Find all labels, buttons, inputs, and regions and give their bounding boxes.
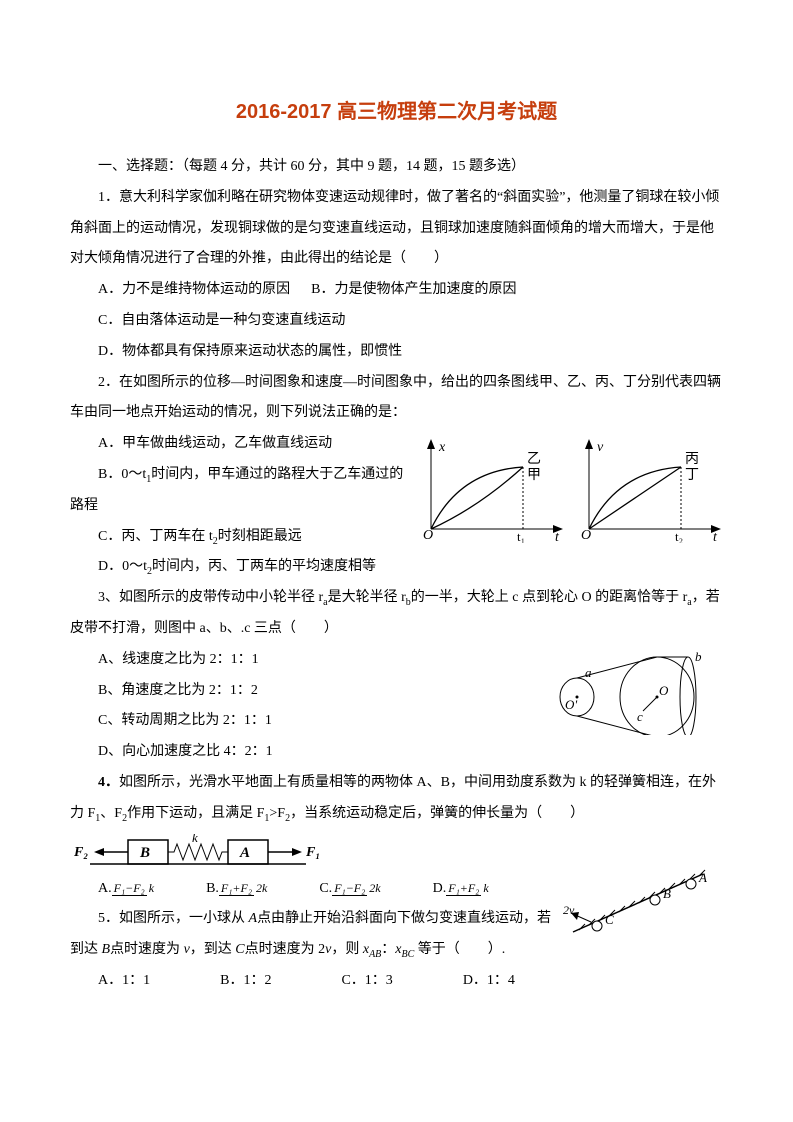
g2-ylabel: v [597,440,604,455]
q4-opt-c: C.F₁−F₂2k [319,874,382,905]
q4m2: 作用下运动，且满足 F [127,806,264,821]
q2c-pre: C．丙、丁两车在 t [98,529,213,544]
q5-opt-c: C．1：3 [341,966,392,997]
q3-sm1: 是大轮半径 r [328,590,406,605]
q5bc: BC [402,949,415,960]
q3-figure: a b c O' O [533,645,723,735]
q4d-d: k [481,881,490,895]
q5-options: A．1：1 B．1：2 C．1：3 D．1：4 [70,966,723,997]
svg-text:O: O [423,528,433,543]
q4d-l: D. [433,881,447,896]
q5-A: A [698,870,707,885]
q4a-l: A. [98,881,112,896]
q4m1: 、F [100,806,122,821]
q4m3: >F [269,806,285,821]
q5post: 等于（ ）. [414,942,505,957]
q2c-post: 时刻相距最远 [218,529,302,544]
q2-stem: 2．在如图所示的位移—时间图象和速度—时间图象中，给出的四条图线甲、乙、丙、丁分… [70,368,723,430]
q4b-l: B. [206,881,219,896]
g1-xlabel: t [555,530,560,543]
q3-belt-svg: a b c O' O [533,645,723,735]
q4b-n: F₁+F₂ [219,881,254,896]
q4-A: A [239,845,250,861]
q4-opt-d: D.F₁+F₂k [433,874,491,905]
g2-xlabel: t [713,530,718,543]
q4c-n: F₁−F₂ [332,881,367,896]
g1-lbl-jia: 甲 [527,468,541,483]
q3-sm2: 的一半，大轮上 c 点到轮心 O 的距离恰等于 r [411,590,688,605]
q3-lbl-b: b [695,649,702,664]
q5m3: ，到达 [190,942,236,957]
q4-num: 4． [98,775,119,790]
q4c-d: 2k [367,881,382,895]
q5-opt-b: B．1：2 [220,966,271,997]
q4-spring-svg: B k A F₂ F₁ [70,834,350,870]
q3-lbl-a: a [585,665,592,680]
q2d-pre: D．0～t [98,559,147,574]
q4b-d: 2k [254,881,269,895]
q4a-d: k [147,881,156,895]
q5-opt-a: A．1：1 [98,966,150,997]
q4-F2: F₂ [73,845,88,860]
q3-sp1: 3、如图所示的皮带传动中小轮半径 r [98,590,323,605]
q5-opt-d: D．1：4 [463,966,515,997]
q1-opt-a: A．力不是维持物体运动的原因 [98,282,290,297]
q5C: C [235,942,244,957]
page-title: 2016-2017 高三物理第二次月考试题 [70,90,723,134]
q3-lbl-o: O [659,683,669,698]
q2-graphs-svg: x t O t₁ 乙 甲 v t O [413,433,723,543]
q2d-post: 时间内，丙、丁两车的平均速度相等 [152,559,376,574]
q4-stem: 4．如图所示，光滑水平地面上有质量相等的两物体 A、B，中间用劲度系数为 k 的… [70,768,723,830]
q5p1: 5．如图所示，一小球从 [98,911,249,926]
q5B: B [102,942,111,957]
q5-2v: 2v [563,903,575,917]
g2-lbl-ding: 丁 [685,468,699,483]
q5-C: C [605,912,614,927]
q1-opt-c: C．自由落体运动是一种匀变速直线运动 [70,306,723,337]
q4-k: k [192,834,198,845]
q5-figure: A B C 2v [563,864,723,944]
q1-opt-line-ab: A．力不是维持物体运动的原因 B．力是使物体产生加速度的原因 [70,275,723,306]
q2b-pre: B．0～t [98,467,146,482]
q4c-l: C. [319,881,332,896]
q4-F1: F₁ [305,845,320,860]
svg-text:O: O [581,528,591,543]
g1-lbl-yi: 乙 [527,451,541,467]
q5A: A [249,911,258,926]
q5-incline-svg: A B C 2v [563,864,723,944]
g1-tick: t₁ [517,529,525,543]
g1-ylabel: x [438,440,446,455]
q2-figures: x t O t₁ 乙 甲 v t O [413,433,723,543]
q3-lbl-c: c [637,709,643,724]
q1-opt-b: B．力是使物体产生加速度的原因 [311,282,516,297]
q1-opt-d: D．物体都具有保持原来运动状态的属性，即惯性 [70,337,723,368]
q4-options: A.F₁−F₂k B.F₁+F₂2k C.F₁−F₂2k D.F₁+F₂k [70,874,553,905]
q4-B: B [139,845,150,861]
q4-opt-b: B.F₁+F₂2k [206,874,269,905]
g2-lbl-bing: 丙 [685,452,699,467]
q5m4: 点时速度为 2 [245,942,326,957]
q2-opt-d: D．0～t2时间内，丙、丁两车的平均速度相等 [70,552,723,583]
exam-page: 2016-2017 高三物理第二次月考试题 一、选择题：（每题 4 分，共计 6… [0,0,793,1122]
q3-stem: 3、如图所示的皮带传动中小轮半径 ra是大轮半径 rb的一半，大轮上 c 点到轮… [70,583,723,645]
q1-stem: 1．意大利科学家伽利略在研究物体变速运动规律时，做了著名的“斜面实验”，他测量了… [70,183,723,275]
q3-lbl-op: O' [565,697,577,712]
section-header: 一、选择题：（每题 4 分，共计 60 分，其中 9 题，14 题，15 题多选… [70,152,723,183]
q5m2: 点时速度为 [110,942,184,957]
g2-tick: t₂ [675,529,683,543]
q5m5: ，则 [331,942,363,957]
q4a-n: F₁−F₂ [112,881,147,896]
q5-B: B [663,886,671,901]
q4post: ，当系统运动稳定后，弹簧的伸长量为（ ） [290,806,584,821]
q4-opt-a: A.F₁−F₂k [98,874,156,905]
q5col: ： [381,942,395,957]
q4d-n: F₁+F₂ [446,881,481,896]
q3-opt-d: D、向心加速度之比 4：2：1 [70,737,723,768]
q5ab: AB [369,949,381,960]
